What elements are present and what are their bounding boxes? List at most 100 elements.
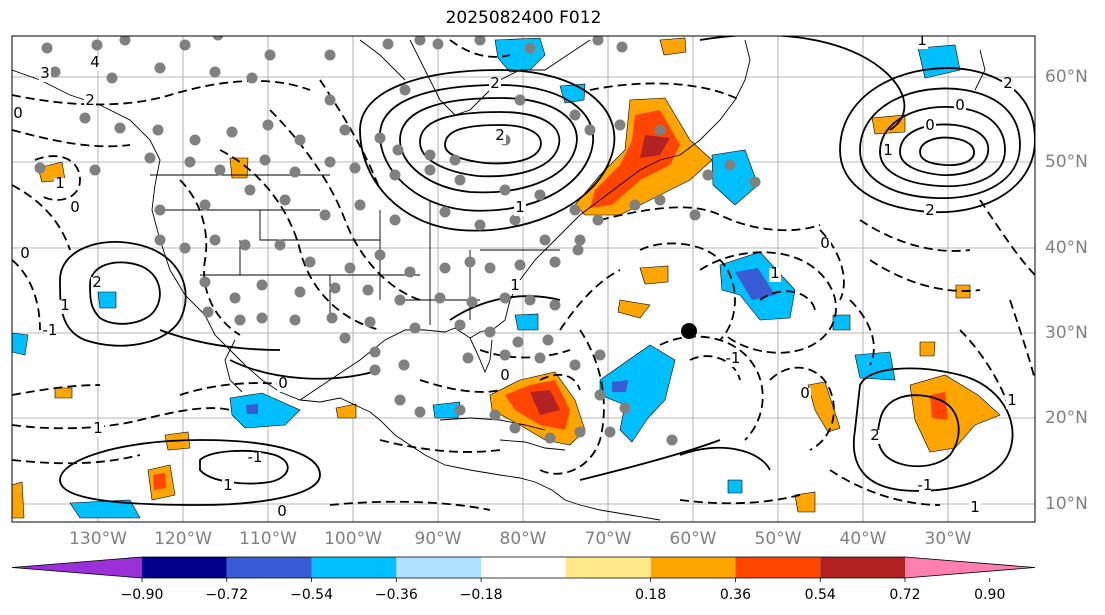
station-dot: [454, 319, 466, 331]
station-dot: [229, 292, 241, 304]
station-dot: [439, 262, 451, 274]
longitude-label: 90°W: [414, 529, 462, 549]
contour-label: 4: [90, 53, 100, 71]
anomaly-orange-region: [617, 299, 651, 319]
anomaly-royalblue-region: [246, 404, 258, 414]
station-dot: [462, 352, 474, 364]
colorbar-segment: [226, 557, 312, 578]
contour-label-background: [19, 248, 31, 262]
station-dot: [154, 204, 166, 216]
station-dot: [91, 39, 103, 51]
station-dot: [339, 332, 351, 344]
contour-label-background: [69, 202, 81, 216]
contour-label: 0: [820, 234, 830, 252]
station-dot: [544, 432, 556, 444]
station-dot: [374, 132, 386, 144]
station-dot: [262, 119, 274, 131]
station-dot: [749, 176, 761, 188]
station-dot: [414, 406, 426, 418]
station-dot: [524, 42, 536, 54]
latitude-label: 60°N: [1045, 67, 1088, 87]
contour-label-background: [89, 57, 101, 71]
station-dot: [389, 214, 401, 226]
anomaly-red-region: [153, 473, 166, 490]
station-dot: [539, 234, 551, 246]
latitude-label: 10°N: [1045, 494, 1088, 514]
colorbar-segment: [142, 557, 227, 578]
station-dot: [439, 206, 451, 218]
contour-label: 2: [1003, 74, 1013, 92]
station-dot: [329, 282, 341, 294]
station-dot: [89, 164, 101, 176]
colorbar-tick-label: 0.18: [635, 587, 667, 603]
anomaly-red-region: [930, 392, 948, 420]
anomaly-blue-region: [97, 291, 117, 309]
anomaly-orange-region: [54, 387, 73, 399]
contour-label: 0: [70, 198, 80, 216]
station-dot: [654, 124, 666, 136]
station-dot: [256, 312, 268, 324]
colorbar-tick-label: 0.54: [804, 587, 836, 603]
colorbar-tick-label: −0.54: [290, 587, 333, 603]
anomaly-blue-region: [229, 392, 301, 429]
station-dot: [79, 112, 91, 124]
contour-label: 1: [1007, 391, 1017, 409]
contour-label: 2: [490, 74, 500, 92]
anomaly-orange-region: [919, 341, 936, 357]
anomaly-blue-region: [727, 479, 743, 494]
contour-label: 0: [278, 374, 288, 392]
contour-label: 1: [60, 296, 70, 314]
station-dot: [629, 199, 641, 211]
latitude-label: 20°N: [1045, 408, 1088, 428]
contour-label-background: [1006, 395, 1018, 409]
colorbar-segment: [820, 557, 905, 578]
contour-label: 0: [500, 366, 510, 384]
station-dot: [114, 122, 126, 134]
station-dot: [569, 359, 581, 371]
station-dot: [404, 266, 416, 278]
contour-label-background: [494, 130, 506, 144]
colorbar-tick-label: −0.18: [459, 587, 503, 603]
anomaly-blue-region: [514, 313, 539, 331]
station-dot: [512, 336, 524, 348]
station-dot: [324, 94, 336, 106]
station-dot: [152, 124, 164, 136]
longitude-label: 120°W: [154, 529, 212, 549]
contour-label-background: [769, 268, 781, 282]
contour-label: 0: [800, 384, 810, 402]
station-dot: [542, 334, 554, 346]
anomaly-darkred-region: [640, 135, 670, 158]
contour-label: 1: [515, 198, 525, 216]
contour-label: 2: [870, 426, 880, 444]
colorbar-tick-label: −0.36: [374, 587, 418, 603]
contour-label-background: [1002, 78, 1014, 92]
station-dot: [369, 364, 381, 376]
contour-label: 1: [770, 264, 780, 282]
colorbar-tick-label: 0.72: [889, 587, 921, 603]
station-dot: [592, 36, 604, 46]
station-dot: [424, 149, 436, 161]
colorbar-segment: [481, 557, 566, 578]
station-dot: [689, 209, 701, 221]
station-dot: [382, 38, 394, 50]
station-dot: [374, 249, 386, 261]
station-dot: [324, 49, 336, 61]
station-dot: [226, 126, 238, 138]
station-dot: [349, 162, 361, 174]
contour-label: 0: [925, 116, 935, 134]
station-dot: [154, 62, 166, 74]
station-dot: [484, 262, 496, 274]
contour-label: 1: [93, 419, 103, 437]
contour-label-background: [489, 78, 501, 92]
station-dot: [616, 41, 628, 53]
station-dot: [614, 119, 626, 131]
station-dot: [244, 184, 256, 196]
contour-label-background: [819, 238, 831, 252]
colorbar-tick-label: 0.90: [974, 587, 1006, 603]
station-dot: [466, 296, 478, 308]
colorbar-tick-label: −0.72: [205, 587, 249, 603]
station-dot: [509, 422, 521, 434]
station-dot: [594, 389, 606, 401]
